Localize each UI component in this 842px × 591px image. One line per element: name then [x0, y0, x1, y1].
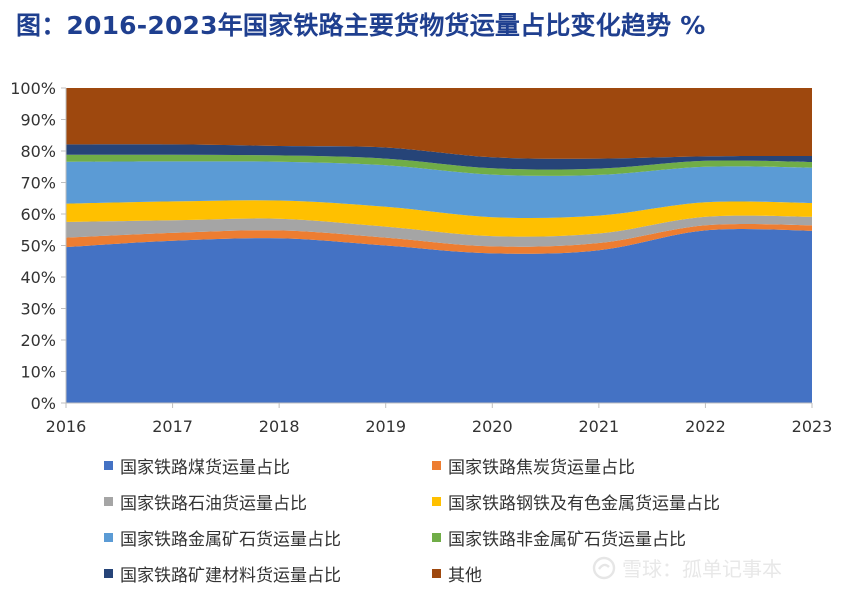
legend-swatch — [432, 569, 441, 578]
area-series-4 — [66, 200, 812, 237]
x-tick-label: 2018 — [259, 417, 300, 436]
y-tick-label: 90% — [20, 111, 56, 130]
legend-item: 国家铁路焦炭货运量占比 — [432, 453, 635, 478]
legend-swatch — [432, 497, 441, 506]
legend-swatch — [432, 461, 441, 470]
legend-item: 国家铁路石油货运量占比 — [104, 489, 307, 514]
area-series-3 — [66, 215, 812, 247]
legend-item: 国家铁路煤货运量占比 — [104, 453, 290, 478]
snowball-logo-icon — [592, 556, 616, 580]
legend-swatch — [104, 497, 113, 506]
area-series-2 — [66, 224, 812, 254]
x-tick-label: 2019 — [365, 417, 406, 436]
axes-group: 0% 10% 20% 30% 40% 50% 60% 70% 80% 90% 100% 2016 201… — [10, 79, 832, 436]
legend-label: 国家铁路金属矿石货运量占比 — [120, 530, 341, 550]
y-tick-label: 50% — [20, 237, 56, 256]
x-tick-label: 2020 — [472, 417, 513, 436]
legend-swatch — [104, 569, 113, 578]
legend-label: 国家铁路非金属矿石货运量占比 — [448, 530, 686, 550]
area-series-5 — [66, 161, 812, 218]
legend-label: 国家铁路煤货运量占比 — [120, 458, 290, 478]
y-tick-label: 100% — [10, 79, 56, 98]
watermark-text: 雪球：孤单记事本 — [622, 557, 782, 581]
legend-label: 国家铁路钢铁及有色金属货运量占比 — [448, 494, 720, 514]
x-tick-label: 2023 — [792, 417, 833, 436]
y-tick-label: 0% — [31, 394, 56, 413]
legend-label: 国家铁路矿建材料货运量占比 — [120, 566, 341, 586]
area-series-6 — [66, 154, 812, 176]
legend-item: 国家铁路矿建材料货运量占比 — [104, 561, 341, 586]
legend-label: 其他 — [448, 566, 482, 586]
stacked-area-chart: 0% 10% 20% 30% 40% 50% 60% 70% 80% 90% 100% 2016 201… — [10, 79, 832, 436]
y-tick-label: 20% — [20, 331, 56, 350]
legend-item: 其他 — [432, 561, 482, 586]
legend-swatch — [104, 461, 113, 470]
legend-swatch — [432, 533, 441, 542]
watermark: 雪球：孤单记事本 — [592, 553, 782, 582]
area-series-8 — [66, 88, 812, 159]
chart-title: 图：2016-2023年国家铁路主要货物货运量占比变化趋势 % — [16, 11, 706, 40]
area-series-group — [66, 88, 812, 403]
x-tick-label: 2021 — [578, 417, 619, 436]
x-tick-label: 2016 — [46, 417, 87, 436]
x-tick-label: 2017 — [152, 417, 193, 436]
legend-item: 国家铁路金属矿石货运量占比 — [104, 525, 341, 550]
y-tick-label: 60% — [20, 205, 56, 224]
legend-label: 国家铁路石油货运量占比 — [120, 494, 307, 514]
area-series-1 — [66, 228, 812, 403]
y-tick-label: 30% — [20, 300, 56, 319]
legend-swatch — [104, 533, 113, 542]
y-tick-label: 10% — [20, 363, 56, 382]
area-series-7 — [66, 144, 812, 170]
y-tick-label: 70% — [20, 174, 56, 193]
x-tick-label: 2022 — [685, 417, 726, 436]
legend-item: 国家铁路非金属矿石货运量占比 — [432, 525, 686, 550]
y-tick-label: 80% — [20, 142, 56, 161]
y-tick-label: 40% — [20, 268, 56, 287]
legend-item: 国家铁路钢铁及有色金属货运量占比 — [432, 489, 720, 514]
legend-label: 国家铁路焦炭货运量占比 — [448, 458, 635, 478]
